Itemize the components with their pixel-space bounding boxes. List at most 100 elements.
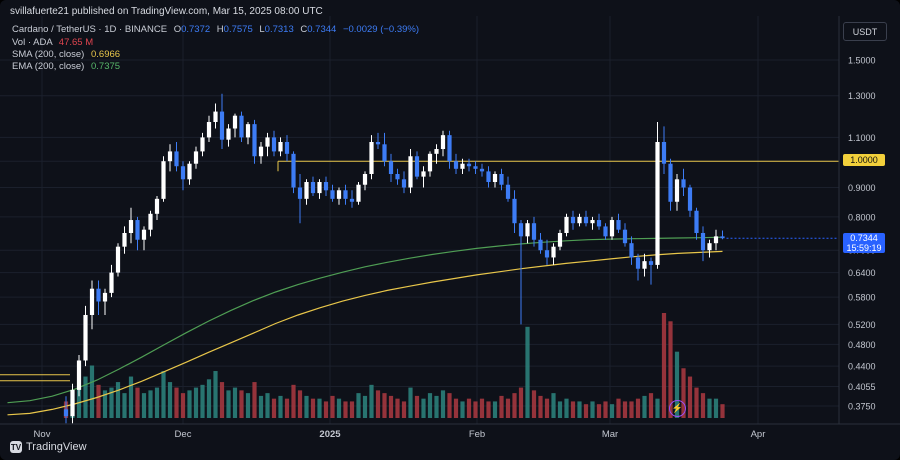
volume-bar	[713, 398, 719, 418]
horizontal-level-line	[0, 160, 839, 382]
candle-body	[453, 161, 459, 169]
volume-label: Vol · ADA	[12, 37, 53, 48]
tradingview-logo[interactable]: TV TradingView	[10, 441, 87, 453]
volume-bar	[128, 376, 134, 418]
candle-body	[187, 163, 192, 180]
volume-bar	[629, 401, 634, 418]
volume-bar	[239, 390, 244, 418]
candle-body	[258, 146, 264, 157]
volume-bar	[707, 398, 712, 418]
candle-body	[414, 156, 420, 177]
candle-body	[622, 229, 628, 244]
volume-bar	[83, 376, 88, 418]
volume-bar	[141, 393, 147, 418]
publisher-line: svillafuerte21 published on TradingView.…	[10, 6, 323, 17]
volume-bar	[369, 384, 374, 418]
candle-body	[661, 141, 667, 164]
legend-symbol-row: Cardano / TetherUS · 1D · BINANCE O0.737…	[12, 24, 419, 35]
volume-bar	[154, 387, 160, 418]
candle-body	[213, 111, 218, 123]
candle-body	[109, 272, 114, 293]
candle-body	[161, 161, 166, 199]
volume-bar	[499, 395, 504, 418]
candle-body	[460, 163, 465, 169]
candle-body	[473, 166, 478, 169]
volume-bar	[414, 395, 420, 418]
ema-value: 0.7375	[90, 61, 121, 72]
candle-body	[629, 243, 634, 258]
candle-body	[421, 171, 426, 177]
legend-ema-row[interactable]: EMA (200, close) 0.7375	[12, 61, 120, 72]
candle-body	[590, 220, 595, 224]
candle-body	[674, 179, 680, 202]
current-price-value: 0.7344	[850, 233, 878, 243]
volume-bar	[200, 384, 205, 418]
open-label: O	[173, 24, 182, 35]
volume-value: 47.65 M	[58, 37, 94, 48]
candle-body	[609, 220, 615, 237]
volume-bar	[486, 401, 491, 418]
volume-bar	[226, 390, 231, 418]
symbol-name[interactable]: Cardano / TetherUS · 1D · BINANCE	[12, 24, 168, 35]
volume-bar	[674, 351, 680, 418]
volume-bar	[551, 393, 556, 418]
candle-body	[252, 124, 257, 157]
volume-bar	[616, 398, 621, 418]
candle-body	[603, 226, 608, 237]
candle-body	[447, 135, 452, 162]
volume-bar	[265, 393, 270, 418]
price-tick-label: 0.6400	[848, 268, 876, 278]
currency-badge[interactable]: USDT	[843, 22, 887, 41]
legend-sma-row[interactable]: SMA (200, close) 0.6966	[12, 49, 120, 60]
volume-bar	[694, 387, 699, 418]
candle-body	[707, 243, 712, 251]
candle-body	[265, 137, 270, 147]
price-tick-label: 0.8000	[848, 212, 876, 222]
candle-body	[401, 179, 407, 188]
volume-bar	[395, 398, 400, 418]
price-tick-label: 0.4800	[848, 340, 876, 350]
volume-bar	[258, 395, 264, 418]
price-tick-label: 0.9000	[848, 183, 876, 193]
candle-body	[382, 144, 387, 162]
volume-bar	[421, 398, 426, 418]
candle-body	[375, 141, 381, 145]
sma-200-line	[7, 250, 723, 416]
candle-body	[687, 187, 693, 211]
volume-bar	[297, 390, 303, 418]
high-label: H	[216, 24, 224, 35]
grid	[0, 16, 839, 424]
current-price-tag: 0.7344 15:59:19	[843, 233, 885, 253]
volume-bar	[213, 371, 218, 418]
candle-body	[362, 174, 368, 185]
candle-body	[492, 174, 498, 183]
candle-body	[479, 168, 485, 172]
candle-body	[174, 151, 179, 167]
volume-bar	[109, 387, 114, 418]
candle-body	[83, 314, 88, 361]
candle-body	[219, 111, 225, 140]
price-tick-label: 0.4400	[848, 362, 876, 372]
candle-body	[388, 161, 394, 175]
candle-body	[63, 409, 69, 417]
candle-body	[635, 257, 641, 269]
candle-body	[70, 389, 75, 417]
candle-body	[583, 216, 589, 224]
volume-bar	[447, 393, 452, 418]
volume-bar	[219, 382, 225, 418]
price-axis: 0.3750 0.4055 0.4400 0.4800 0.5200 0.5800 0.64…	[0, 16, 900, 425]
candle-body	[167, 151, 173, 162]
candle-body	[668, 163, 673, 202]
volume-bar	[291, 384, 296, 418]
lightning-bolt-icon[interactable]: ⚡	[669, 400, 686, 417]
volume-bar	[135, 387, 140, 418]
candle-body	[395, 174, 400, 180]
candle-body	[544, 250, 550, 258]
candle-body	[466, 163, 472, 167]
volume-bar	[466, 398, 472, 418]
candle-body	[505, 184, 511, 199]
legend-volume-row[interactable]: Vol · ADA 47.65 M	[12, 37, 93, 48]
candle-body	[304, 182, 309, 199]
candle-body	[512, 198, 517, 224]
